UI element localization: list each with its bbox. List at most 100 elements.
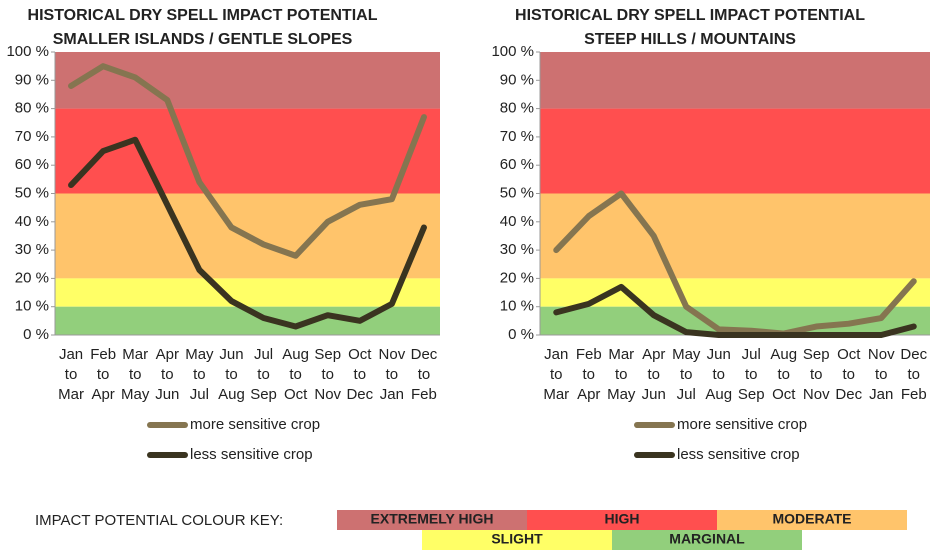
x-tick-label: May (185, 346, 214, 363)
x-tick-label: Jun (642, 386, 666, 403)
x-tick-label: May (672, 346, 701, 363)
x-tick-label: to (810, 366, 823, 383)
y-tick-label: 20 % (500, 269, 534, 286)
x-tick-label: Nov (379, 346, 406, 363)
x-tick-label: Jun (219, 346, 243, 363)
y-tick-label: 80 % (15, 100, 49, 117)
colour-key-label: IMPACT POTENTIAL COLOUR KEY: (35, 512, 283, 529)
y-tick-label: 30 % (500, 241, 534, 258)
y-tick-label: 80 % (500, 100, 534, 117)
x-tick-label: Feb (411, 386, 437, 403)
colour-key-box (337, 510, 527, 530)
x-tick-label: Feb (901, 386, 927, 403)
x-tick-label: Aug (705, 386, 732, 403)
x-tick-label: Aug (218, 386, 245, 403)
y-tick-label: 40 % (500, 213, 534, 230)
y-tick-label: 0 % (508, 326, 534, 343)
y-tick-label: 60 % (15, 156, 49, 173)
x-tick-label: Sep (314, 346, 341, 363)
x-tick-label: May (121, 386, 150, 403)
impact-band (55, 108, 440, 194)
x-tick-label: Mar (58, 386, 84, 403)
x-tick-label: to (712, 366, 725, 383)
colour-key-box (422, 530, 612, 550)
y-tick-label: 10 % (500, 298, 534, 315)
colour-key-name: MODERATE (772, 511, 851, 527)
x-tick-label: to (225, 366, 238, 383)
chart-title: HISTORICAL DRY SPELL IMPACT POTENTIAL (28, 7, 378, 24)
x-tick-label: Jun (155, 386, 179, 403)
x-tick-label: to (875, 366, 888, 383)
x-tick-label: to (647, 366, 660, 383)
legend-label: less sensitive crop (190, 446, 313, 463)
y-tick-label: 90 % (500, 71, 534, 88)
x-tick-label: Oct (837, 346, 861, 363)
y-tick-label: 100 % (491, 43, 534, 60)
x-tick-label: to (65, 366, 78, 383)
x-tick-label: to (257, 366, 270, 383)
x-tick-label: Jan (869, 386, 893, 403)
x-tick-label: Apr (577, 386, 600, 403)
x-tick-label: to (161, 366, 174, 383)
x-tick-label: Nov (803, 386, 830, 403)
x-tick-label: Jun (707, 346, 731, 363)
x-tick-label: to (418, 366, 431, 383)
x-tick-label: Feb (90, 346, 116, 363)
x-tick-label: to (582, 366, 595, 383)
x-tick-label: Apr (91, 386, 114, 403)
y-tick-label: 70 % (500, 128, 534, 145)
x-tick-label: Jan (544, 346, 568, 363)
x-tick-label: to (97, 366, 110, 383)
x-tick-label: Nov (868, 346, 895, 363)
x-tick-label: Jul (742, 346, 761, 363)
x-tick-label: to (777, 366, 790, 383)
x-tick-label: to (745, 366, 758, 383)
x-tick-label: Jul (677, 386, 696, 403)
x-tick-label: to (842, 366, 855, 383)
x-tick-label: Aug (282, 346, 309, 363)
x-tick-label: Jan (380, 386, 404, 403)
y-tick-label: 0 % (23, 326, 49, 343)
legend-label: less sensitive crop (677, 446, 800, 463)
x-tick-label: Oct (284, 386, 308, 403)
x-tick-label: to (907, 366, 920, 383)
data-line (553, 283, 917, 338)
x-tick-label: Mar (543, 386, 569, 403)
x-tick-label: to (680, 366, 693, 383)
x-tick-label: to (129, 366, 142, 383)
chart-subtitle: SMALLER ISLANDS / GENTLE SLOPES (53, 31, 353, 48)
x-tick-label: Dec (835, 386, 862, 403)
colour-key-box (717, 510, 907, 530)
x-tick-label: Sep (250, 386, 277, 403)
x-tick-label: Nov (314, 386, 341, 403)
y-tick-label: 60 % (500, 156, 534, 173)
x-tick-label: to (386, 366, 399, 383)
colour-key-name: EXTREMELY HIGH (371, 511, 494, 527)
x-tick-label: Dec (411, 346, 438, 363)
x-tick-label: Sep (803, 346, 830, 363)
y-tick-label: 50 % (500, 184, 534, 201)
y-tick-label: 30 % (15, 241, 49, 258)
chart-title: HISTORICAL DRY SPELL IMPACT POTENTIAL (515, 7, 865, 24)
data-line (68, 136, 427, 330)
y-tick-label: 40 % (15, 213, 49, 230)
x-tick-label: Jul (190, 386, 209, 403)
x-tick-label: Sep (738, 386, 765, 403)
chart-subtitle: STEEP HILLS / MOUNTAINS (584, 31, 796, 48)
x-tick-label: Apr (642, 346, 665, 363)
colour-key-box (527, 510, 717, 530)
colour-key-name: MARGINAL (669, 531, 745, 547)
x-tick-label: to (289, 366, 302, 383)
legend-label: more sensitive crop (190, 416, 320, 433)
x-tick-label: May (607, 386, 636, 403)
y-tick-label: 70 % (15, 128, 49, 145)
impact-band (540, 52, 930, 109)
y-tick-label: 20 % (15, 269, 49, 286)
x-tick-label: Dec (346, 386, 373, 403)
legend-label: more sensitive crop (677, 416, 807, 433)
x-tick-label: Oct (348, 346, 372, 363)
x-tick-label: Oct (772, 386, 796, 403)
y-tick-label: 100 % (6, 43, 49, 60)
impact-band (540, 278, 930, 307)
x-tick-label: Aug (770, 346, 797, 363)
